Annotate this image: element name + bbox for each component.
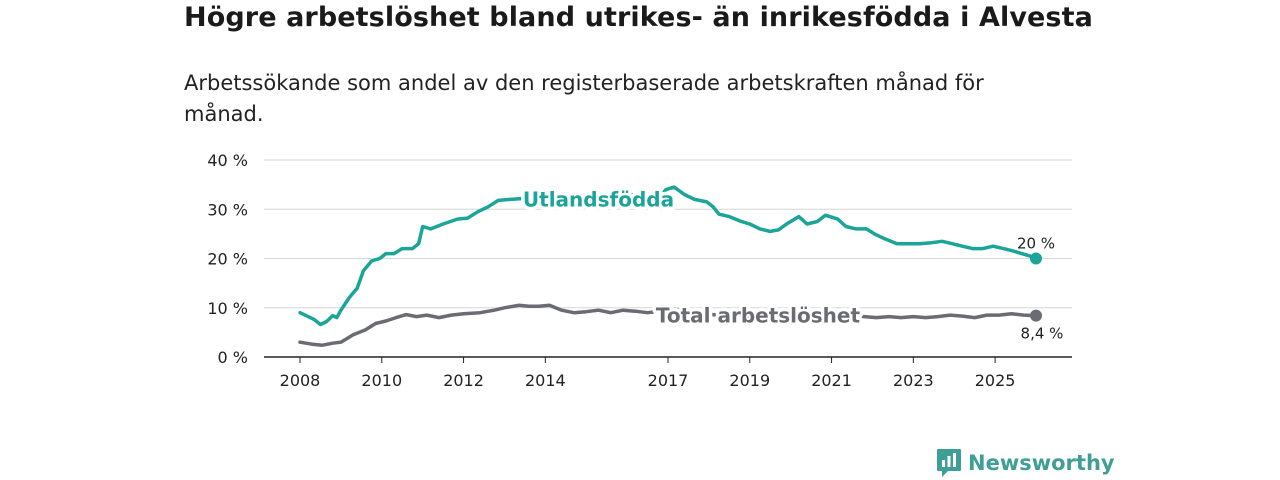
y-tick-label: 0 % [218, 348, 248, 367]
y-tick-label: 30 % [207, 200, 248, 219]
y-tick-label: 20 % [207, 250, 248, 269]
newsworthy-logo[interactable]: Newsworthy [936, 448, 1115, 478]
x-tick-label: 2008 [280, 371, 321, 390]
x-tick-label: 2023 [893, 371, 934, 390]
series-lines [298, 185, 1042, 347]
grid-lines [264, 159, 1072, 358]
y-tick-label: 40 % [207, 151, 248, 170]
newsworthy-logo-icon [937, 449, 961, 477]
x-tick-label: 2021 [811, 371, 852, 390]
x-tick-label: 2017 [648, 371, 689, 390]
series-end-label: 20 % [1017, 235, 1055, 253]
x-tick-label: 2012 [443, 371, 484, 390]
y-tick-label: 10 % [207, 299, 248, 318]
chart-subtitle: Arbetssökande som andel av den registerb… [184, 71, 984, 126]
x-tick-label: 2019 [729, 371, 770, 390]
x-tick-label: 2014 [525, 371, 566, 390]
series-end-label: 8,4 % [1021, 325, 1064, 343]
chart-title: Högre arbetslöshet bland utrikes- än inr… [184, 2, 1093, 33]
series-line-total [298, 303, 1038, 347]
series-annotation: Total arbetslöshet [656, 304, 861, 328]
x-tick-label: 2010 [361, 371, 402, 390]
series-line-utlandsfodda [298, 185, 1038, 327]
newsworthy-logo-text: Newsworthy [968, 451, 1115, 475]
y-axis-tick-labels: 0 % 10 % 20 % 30 % 40 % [207, 151, 248, 367]
x-axis: 2008 2010 2012 2014 2017 2019 2021 2023 2025 [280, 357, 1016, 390]
series-end-point [1030, 309, 1042, 322]
x-tick-label: 2025 [975, 371, 1016, 390]
series-labels: 20 % 8,4 % Utlandsfödda Total arbetslöshet [519, 184, 1064, 343]
series-end-point [1030, 252, 1042, 265]
series-annotation: Utlandsfödda [523, 187, 674, 211]
